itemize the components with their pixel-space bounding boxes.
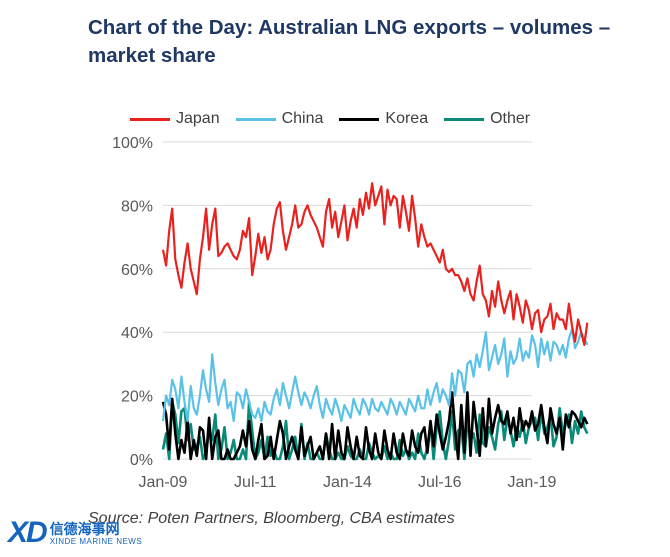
legend-item-korea: Korea	[339, 110, 428, 128]
x-axis: Jan-09 Jul-11 Jan-14 Jul-16 Jan-19	[139, 474, 557, 491]
series-lines	[161, 182, 589, 461]
legend-swatch-china	[235, 117, 276, 121]
y-tick-label: 60%	[121, 262, 153, 279]
legend-label-japan: Japan	[176, 110, 220, 127]
x-tick-label: Jul-11	[234, 474, 276, 491]
y-tick-label: 80%	[121, 198, 153, 215]
series-line-japan	[161, 182, 589, 346]
legend-label-other: Other	[490, 110, 531, 127]
x-tick-label: Jul-16	[418, 474, 462, 491]
legend-item-other: Other	[444, 110, 530, 128]
y-tick-label: 20%	[121, 389, 153, 406]
logo-name-cn: 信德海事网	[49, 520, 120, 537]
legend-swatch-korea	[339, 117, 380, 121]
series-line-china	[161, 327, 589, 423]
xinde-logo: XD 信德海事网 XINDE MARINE NEWS	[8, 516, 142, 550]
logo-text: 信德海事网 XINDE MARINE NEWS	[50, 521, 143, 546]
logo-name-en: XINDE MARINE NEWS	[49, 536, 143, 546]
legend-item-japan: Japan	[130, 110, 220, 128]
x-tick-label: Jan-19	[508, 474, 557, 491]
legend: Japan China Korea Other	[130, 109, 546, 129]
y-tick-label: 40%	[121, 325, 153, 342]
y-tick-label: 0%	[130, 452, 153, 469]
grid-lines	[163, 141, 532, 460]
y-tick-label: 100%	[112, 135, 153, 152]
legend-swatch-other	[444, 117, 485, 121]
x-tick-label: Jan-09	[139, 474, 188, 491]
legend-swatch-japan	[130, 117, 170, 121]
legend-item-china: China	[235, 110, 324, 128]
y-axis: 0% 20% 40% 60% 80% 100%	[112, 135, 153, 469]
source-note: Source: Poten Partners, Bloomberg, CBA e…	[88, 510, 455, 527]
logo-mark: XD	[8, 516, 48, 549]
x-tick-label: Jan-14	[323, 474, 372, 491]
chart-title: Chart of the Day: Australian LNG exports…	[88, 16, 611, 67]
legend-label-china: China	[281, 110, 324, 127]
series-line-korea	[161, 391, 589, 461]
legend-label-korea: Korea	[385, 110, 429, 127]
